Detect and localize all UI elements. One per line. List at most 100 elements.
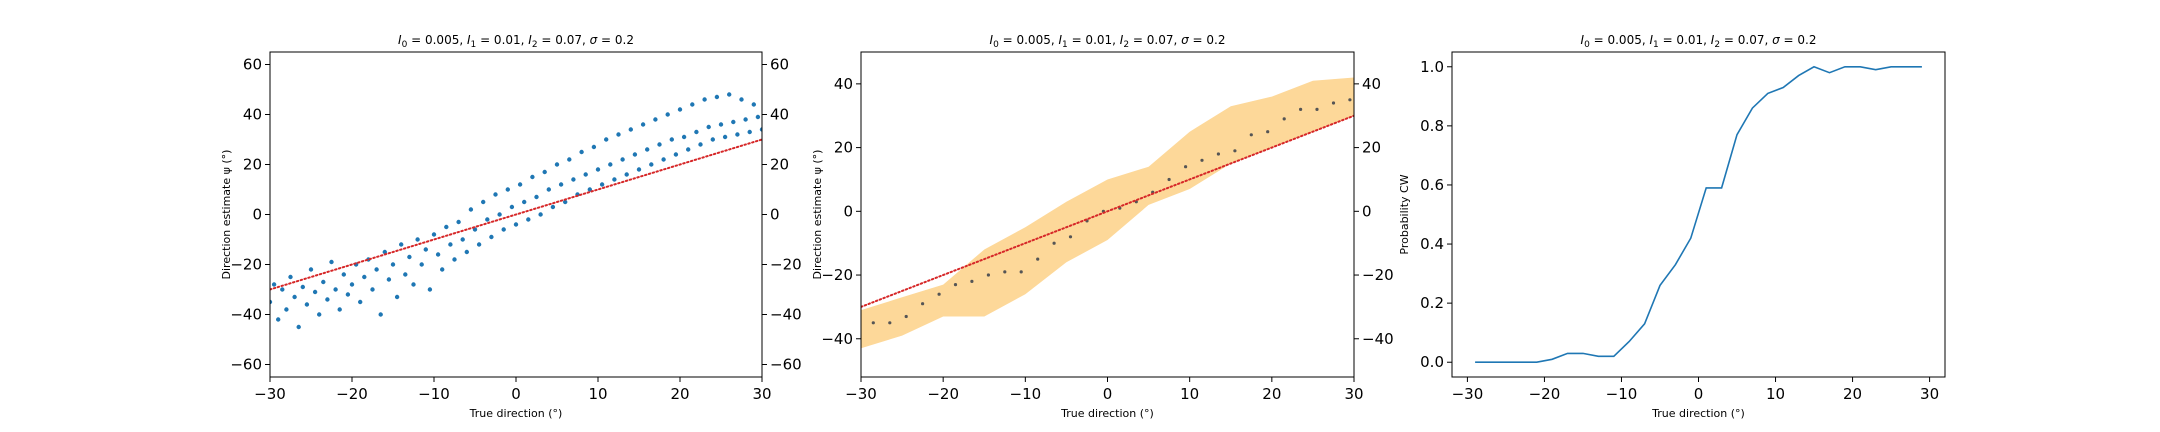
y2-tick-label: 0 [1362, 202, 1372, 220]
scatter-point [427, 287, 433, 292]
title-part: I [467, 33, 471, 47]
scatter-point [620, 157, 625, 162]
title-part: = 0.2 [1780, 33, 1817, 47]
scatter-point [341, 272, 346, 277]
scatter-point [411, 282, 416, 287]
scatter-point [407, 254, 412, 260]
scatter-point [558, 182, 564, 187]
mean-point [1184, 165, 1188, 169]
scatter-point [493, 192, 498, 197]
scatter-point [690, 102, 695, 107]
scatter-point [636, 167, 642, 172]
scatter-point [415, 237, 420, 242]
scatter-point [665, 112, 670, 117]
title-part: = 0.005, [1590, 33, 1650, 47]
scatter-point [579, 149, 584, 155]
mean-point [1315, 107, 1319, 111]
mean-point [1003, 270, 1007, 274]
scatter-point [312, 289, 318, 295]
scatter-point [394, 294, 400, 300]
scatter-point [571, 177, 576, 182]
y2-tick-label: −20 [1362, 266, 1394, 284]
scatter-point [595, 167, 601, 172]
x-tick-label: −30 [1452, 385, 1484, 403]
title-part: = 0.07, [1720, 33, 1772, 47]
scatter-point [706, 124, 711, 130]
scatter-point [534, 194, 539, 200]
y-tick-label: −20 [230, 256, 262, 274]
scatter-point [563, 199, 568, 205]
scatter-point [440, 267, 445, 272]
x-tick-label: 0 [511, 385, 521, 403]
scatter-point [538, 212, 543, 217]
title-part: = 0.2 [597, 33, 634, 47]
scatter-point [686, 147, 691, 152]
scatter-point [280, 287, 285, 292]
y2-tick-label: −40 [1362, 330, 1394, 348]
scatter-point [546, 187, 551, 192]
scatter-point [735, 132, 740, 137]
title-part: = 0.005, [999, 33, 1059, 47]
scatter-point [739, 97, 744, 102]
y2-tick-label: −40 [770, 306, 802, 324]
scatter-point [640, 122, 646, 127]
mean-point [953, 283, 958, 287]
y-tick-label: 0.0 [1420, 353, 1444, 371]
y2-tick-label: −60 [770, 356, 802, 374]
y-axis-label: Probability CW [1398, 174, 1411, 254]
title-part: I [990, 33, 994, 47]
mean-point [1348, 98, 1352, 102]
title-part: = 0.01, [1659, 33, 1711, 47]
scatter-point [497, 212, 502, 217]
x-tick-label: 10 [588, 385, 607, 403]
scatter-point [403, 272, 408, 277]
title-part: = 0.005, [407, 33, 467, 47]
title-part: I [1058, 33, 1062, 47]
scatter-point [554, 162, 560, 167]
mean-point [1266, 130, 1270, 134]
y2-tick-label: −20 [770, 256, 802, 274]
mean-point [888, 321, 892, 325]
title-part: 2 [1714, 40, 1720, 50]
title-part: = 0.07, [538, 33, 590, 47]
y-tick-label: −60 [230, 356, 262, 374]
title-part: I [398, 33, 402, 47]
y-tick-label: 0.8 [1420, 117, 1444, 135]
scatter-point [288, 274, 293, 280]
mean-point [871, 321, 875, 325]
x-tick-label: 0 [1103, 385, 1113, 403]
scatter-point [587, 187, 592, 192]
scatter-point [452, 257, 457, 262]
y2-tick-label: 40 [1362, 75, 1381, 93]
y-tick-label: 0.4 [1420, 235, 1444, 253]
scatter-point [431, 232, 437, 237]
y2-tick-label: 40 [770, 106, 789, 124]
mean-point [970, 279, 974, 283]
confidence-band [861, 77, 1354, 349]
mean-point [1216, 152, 1220, 156]
mean-point [1299, 107, 1303, 111]
scatter-point [727, 92, 732, 97]
x-tick-label: 10 [1766, 385, 1785, 403]
scatter-point [583, 172, 588, 177]
title-part: I [1649, 33, 1653, 47]
scatter-point [456, 219, 461, 225]
title-part: 1 [1653, 40, 1659, 50]
scatter-point [731, 119, 736, 125]
x-tick-label: 30 [752, 385, 771, 403]
scatter-point [333, 287, 338, 292]
x-tick-label: −10 [418, 385, 450, 403]
scatter-point [755, 114, 761, 120]
scatter-point [702, 97, 707, 102]
mean-point [1331, 101, 1336, 105]
scatter-point [522, 199, 527, 205]
plot-area [270, 92, 762, 330]
scatter-point [747, 129, 752, 135]
y-tick-label: 0 [252, 206, 262, 224]
scatter-point [550, 204, 556, 210]
x-tick-label: −20 [927, 385, 959, 403]
title-part: I [528, 33, 532, 47]
y2-tick-label: 20 [770, 156, 789, 174]
